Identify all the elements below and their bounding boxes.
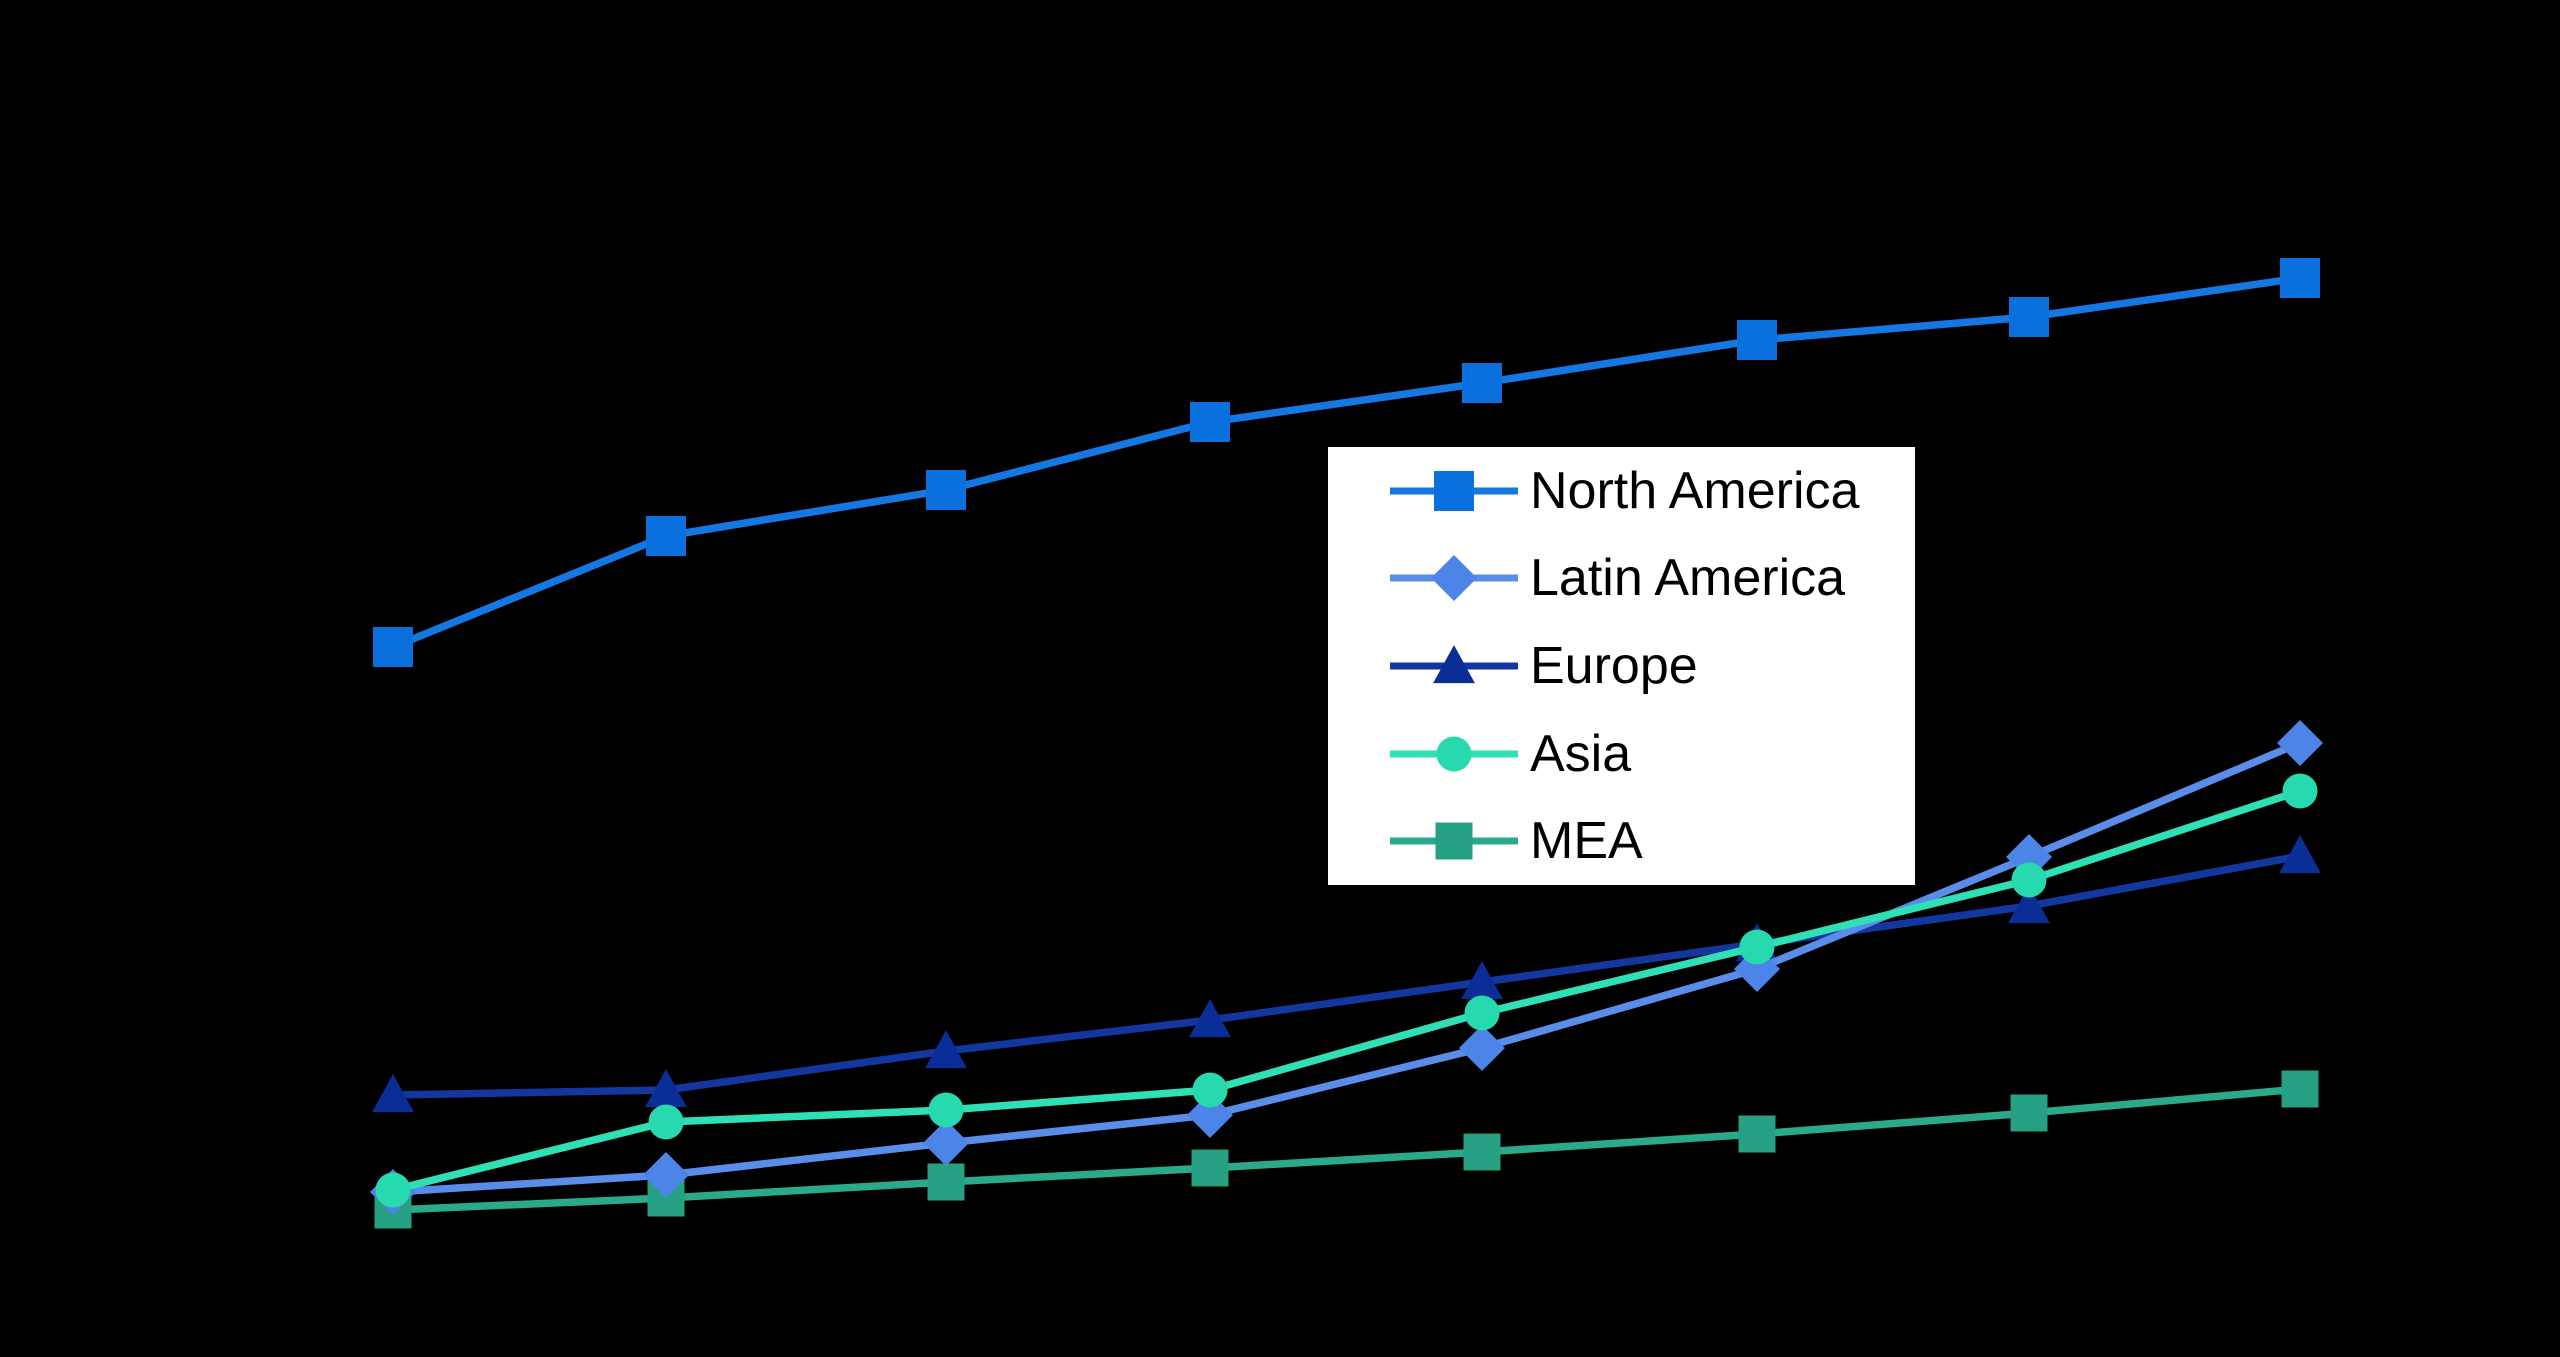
legend-key-triangle-icon [1390, 645, 1518, 684]
legend-item-mea: MEA [1328, 797, 1915, 885]
legend-item-north-america: North America [1328, 447, 1915, 535]
legend: North America Latin America Europe Asia … [1325, 444, 1918, 888]
legend-key-diamond-icon [1390, 555, 1518, 602]
legend-item-latin-america: Latin America [1328, 535, 1915, 623]
legend-key-square-icon [1390, 470, 1518, 511]
legend-label: North America [1530, 461, 1860, 520]
legend-label: Asia [1530, 724, 1632, 783]
legend-key-circle-icon [1390, 736, 1518, 772]
legend-item-asia: Asia [1328, 710, 1915, 798]
legend-item-europe: Europe [1328, 622, 1915, 710]
legend-key-square-icon [1390, 822, 1518, 860]
legend-label: Latin America [1530, 549, 1846, 608]
legend-label: MEA [1530, 812, 1643, 871]
legend-label: Europe [1530, 636, 1698, 695]
